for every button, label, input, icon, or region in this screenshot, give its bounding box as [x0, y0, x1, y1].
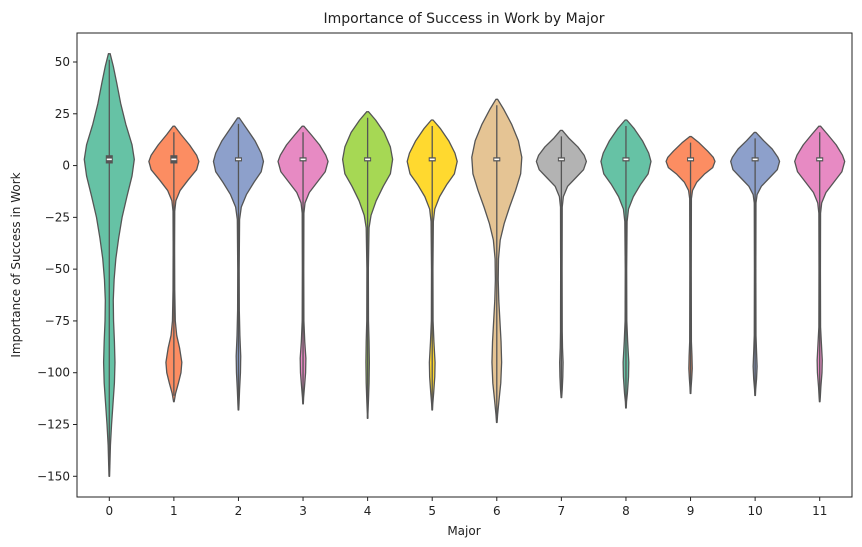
x-tick-label: 4 [364, 504, 372, 518]
y-tick-label: −125 [37, 418, 70, 432]
violin-2 [212, 117, 265, 411]
y-axis-label: Importance of Success in Work [9, 172, 23, 357]
violin-9 [665, 135, 716, 395]
violin-0 [83, 53, 135, 477]
violin-3 [277, 125, 329, 405]
x-tick-label: 3 [299, 504, 307, 518]
x-tick-label: 6 [493, 504, 501, 518]
violin-5 [406, 119, 458, 411]
violin-10 [730, 131, 781, 397]
y-axis: 50 25 0 −25 −50 −75 −100 −125 −150 [37, 55, 77, 483]
y-tick-label: 50 [55, 55, 70, 69]
x-tick-label: 5 [428, 504, 436, 518]
violin-8 [600, 119, 652, 409]
x-tick-label: 0 [105, 504, 113, 518]
x-tick-label: 9 [687, 504, 695, 518]
x-tick-label: 10 [747, 504, 762, 518]
x-tick-label: 2 [235, 504, 243, 518]
x-tick-label: 7 [558, 504, 566, 518]
y-tick-label: −50 [45, 262, 70, 276]
plot-area [83, 53, 846, 477]
violin-7 [535, 129, 588, 399]
y-tick-label: 25 [55, 107, 70, 121]
x-axis: 0 1 2 3 4 5 6 7 8 9 10 11 [105, 497, 827, 518]
violin-1 [148, 125, 200, 403]
x-axis-label: Major [447, 524, 480, 538]
y-tick-label: −25 [45, 210, 70, 224]
violin-4 [341, 111, 394, 419]
y-tick-label: 0 [62, 159, 70, 173]
y-tick-label: −100 [37, 366, 70, 380]
plot-frame [76, 32, 853, 498]
violin-6 [471, 98, 523, 424]
x-tick-label: 11 [812, 504, 827, 518]
y-tick-label: −75 [45, 314, 70, 328]
x-tick-label: 8 [622, 504, 630, 518]
y-tick-label: −150 [37, 469, 70, 483]
violin-11 [794, 125, 846, 403]
x-tick-label: 1 [170, 504, 178, 518]
chart-title: Importance of Success in Work by Major [323, 11, 604, 27]
